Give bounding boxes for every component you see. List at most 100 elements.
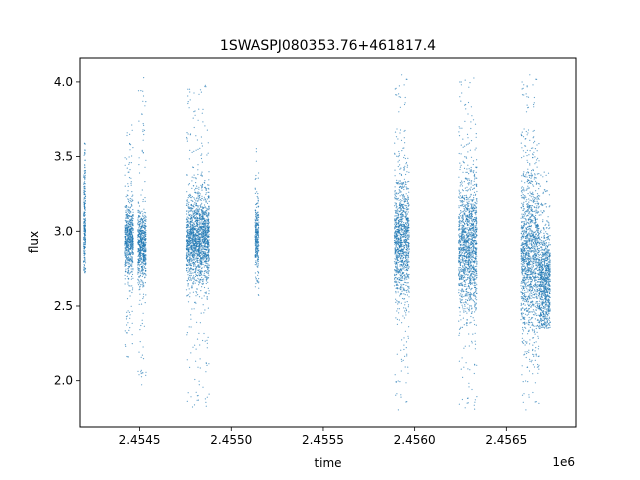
data-point [402, 195, 405, 197]
data-point [407, 225, 409, 227]
data-point [207, 271, 209, 273]
data-point [206, 264, 208, 267]
data-point [400, 358, 402, 360]
data-point [130, 162, 132, 164]
data-point [257, 226, 260, 228]
data-point [125, 237, 127, 239]
data-point [399, 264, 401, 266]
data-point [399, 288, 401, 290]
data-point [202, 232, 204, 234]
data-point [127, 271, 129, 274]
data-point [204, 248, 206, 250]
data-point [142, 221, 145, 223]
data-point [200, 215, 202, 218]
data-point [405, 215, 407, 217]
data-point [398, 155, 400, 157]
data-point [140, 243, 142, 245]
data-point [186, 136, 188, 139]
data-point [192, 291, 194, 293]
data-point [187, 242, 189, 245]
data-point [186, 191, 188, 193]
data-point [126, 215, 128, 217]
data-point [143, 124, 145, 126]
data-point [396, 268, 398, 270]
data-point [256, 234, 258, 236]
data-point [206, 239, 208, 241]
data-point [127, 220, 129, 222]
data-point [137, 258, 139, 260]
data-point [194, 214, 197, 216]
data-point [199, 281, 201, 283]
data-point [130, 305, 132, 307]
data-point [128, 311, 130, 313]
data-point [144, 214, 146, 216]
data-point [255, 237, 257, 239]
data-point [137, 273, 139, 275]
data-point [194, 344, 196, 346]
data-point [406, 227, 409, 229]
data-point [191, 219, 193, 221]
data-point [83, 154, 85, 156]
data-point [257, 177, 259, 179]
data-point [199, 261, 201, 263]
data-point [139, 241, 141, 244]
data-point [255, 174, 257, 177]
data-point [203, 240, 205, 242]
data-point [83, 190, 85, 192]
data-point [199, 242, 201, 244]
data-point [143, 250, 145, 252]
data-point [476, 364, 478, 366]
data-point [396, 393, 398, 395]
data-point [131, 198, 133, 200]
data-point [144, 105, 146, 107]
data-point [397, 270, 399, 273]
data-point [201, 112, 203, 114]
data-point [192, 213, 194, 216]
data-point [203, 225, 205, 227]
data-point [204, 180, 206, 182]
data-point [141, 222, 143, 224]
data-point [129, 314, 131, 316]
data-point [207, 277, 210, 279]
data-point [402, 283, 404, 285]
data-point [145, 270, 147, 272]
data-point [144, 302, 146, 304]
data-point [131, 229, 133, 231]
data-point [145, 241, 147, 244]
data-point [400, 228, 402, 230]
data-point [139, 274, 141, 276]
data-point [124, 226, 126, 228]
data-point [131, 265, 133, 268]
data-point [404, 205, 406, 207]
data-point [194, 247, 196, 249]
data-point [398, 319, 400, 321]
data-point [402, 249, 404, 251]
data-point [407, 230, 409, 232]
data-point [83, 204, 86, 206]
data-point [193, 126, 195, 129]
data-point [142, 90, 144, 92]
data-point [399, 241, 401, 243]
data-point [195, 302, 197, 304]
data-point [398, 277, 400, 279]
data-point [401, 209, 403, 211]
data-point [186, 268, 188, 270]
data-point [127, 229, 129, 231]
data-point [199, 195, 201, 197]
data-point [124, 185, 126, 187]
data-point [196, 275, 199, 277]
data-point [128, 270, 130, 272]
data-point [145, 294, 147, 296]
data-point [142, 245, 144, 247]
data-point [255, 206, 258, 208]
data-points [83, 74, 551, 411]
data-point [398, 226, 400, 228]
data-point [137, 278, 139, 280]
data-point [195, 216, 198, 218]
data-point [394, 209, 396, 212]
data-point [129, 242, 131, 244]
data-point [137, 268, 139, 270]
data-point [139, 227, 142, 229]
data-point [476, 299, 478, 301]
data-point [401, 74, 403, 76]
